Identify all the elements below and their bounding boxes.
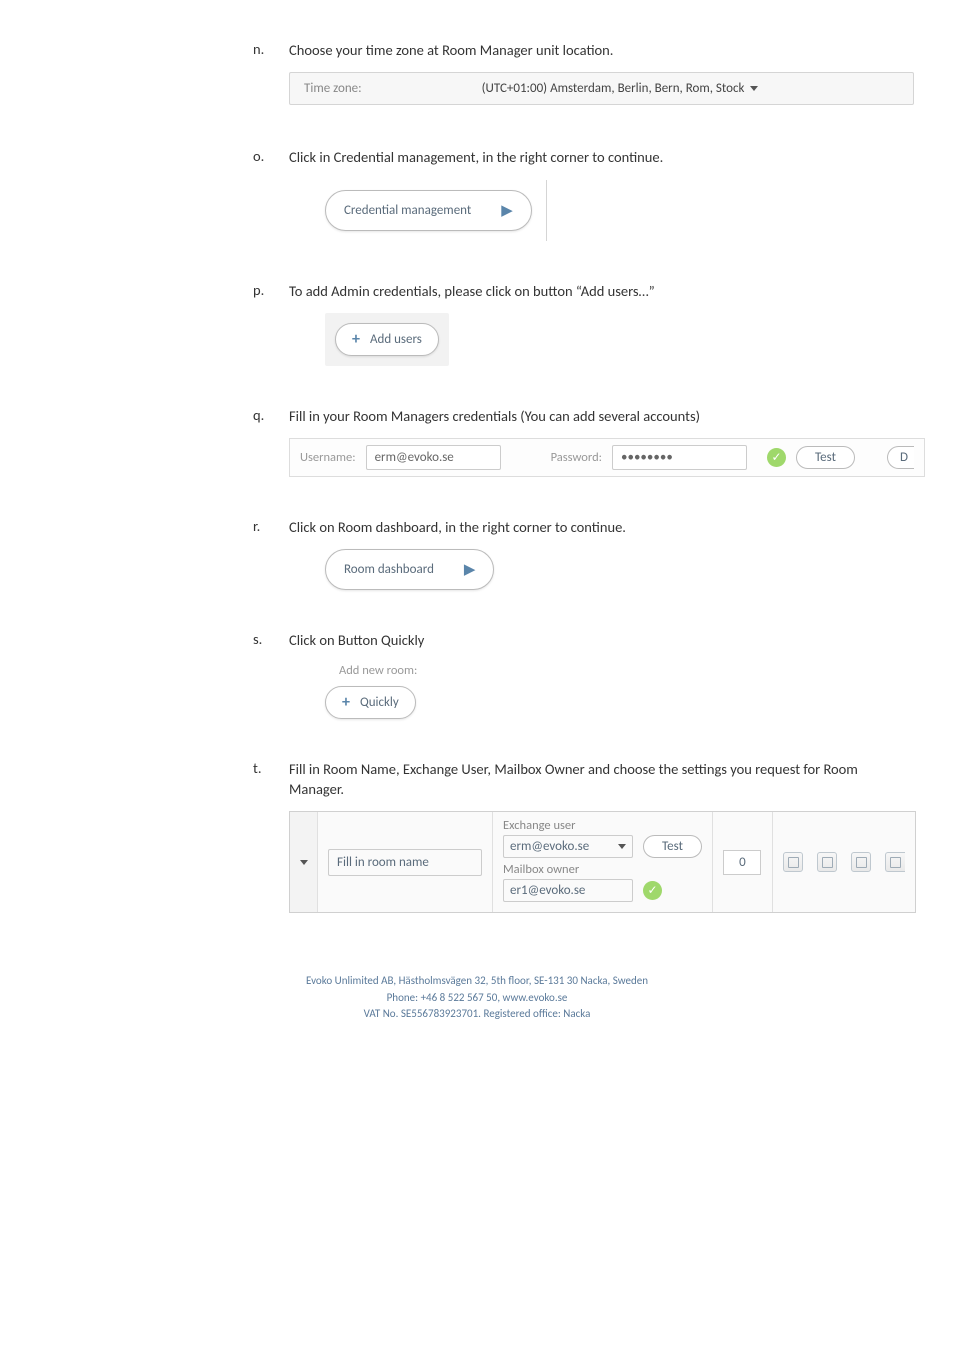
page-footer: Evoko Unlimited AB, Hästholmsvägen 32, 5… [0,973,954,1023]
plus-icon: + [342,693,350,712]
caret-down-icon [750,86,758,91]
step-letter: o. [253,147,271,260]
d-button[interactable]: D [887,446,914,469]
step-o: o. Click in Credential management, in th… [253,147,914,260]
step-text: Click on Button Quickly [289,630,914,650]
room-name-input[interactable]: Fill in room name [328,849,482,876]
step-letter: q. [253,406,271,497]
step-q: q. Fill in your Room Managers credential… [253,406,914,497]
username-input[interactable]: erm@evoko.se [366,445,501,470]
exchange-user-value: erm@evoko.se [510,839,589,854]
footer-line-2: Phone: +46 8 522 567 50, www.evoko.se [0,990,954,1007]
step-text: To add Admin credentials, please click o… [289,281,914,301]
caret-down-icon [300,860,308,865]
step-letter: t. [253,759,271,914]
credential-management-button[interactable]: Credential management ▶ [325,190,532,231]
document-body: n. Choose your time zone at Room Manager… [0,40,954,913]
capacity-input[interactable]: 0 [723,850,761,875]
arrow-right-icon: ▶ [464,560,476,579]
setting-icon[interactable] [817,852,837,872]
room-settings-icons [773,812,915,912]
mailbox-owner-label: Mailbox owner [503,862,702,877]
step-s: s. Click on Button Quickly Add new room:… [253,630,914,738]
step-letter: r. [253,517,271,610]
step-letter: s. [253,630,271,738]
setting-icon[interactable] [851,852,871,872]
timezone-dropdown[interactable]: (UTC+01:00) Amsterdam, Berlin, Bern, Rom… [482,81,759,96]
step-text: Click on Room dashboard, in the right co… [289,517,914,537]
test-button[interactable]: Test [643,835,702,858]
test-button[interactable]: Test [796,446,855,469]
timezone-label: Time zone: [304,81,362,96]
arrow-right-icon: ▶ [501,201,513,220]
step-letter: p. [253,281,271,386]
room-dashboard-button[interactable]: Room dashboard ▶ [325,549,494,590]
footer-line-3: VAT No. SE556783923701. Registered offic… [0,1006,954,1023]
password-label: Password: [551,450,602,465]
credentials-row: Username: erm@evoko.se Password: •••••••… [289,438,925,477]
step-text: Click in Credential management, in the r… [289,147,914,167]
setting-icon[interactable] [885,852,905,872]
timezone-value-text: (UTC+01:00) Amsterdam, Berlin, Bern, Rom… [482,81,745,96]
step-text: Fill in Room Name, Exchange User, Mailbo… [289,759,916,800]
button-label: Quickly [360,695,399,710]
button-label: Credential management [344,203,471,218]
button-label: Room dashboard [344,562,434,577]
plus-icon: + [352,330,360,349]
add-new-room-label: Add new room: [339,663,417,678]
step-text: Choose your time zone at Room Manager un… [289,40,914,60]
exchange-user-label: Exchange user [503,818,702,833]
quickly-button[interactable]: + Quickly [325,686,416,719]
step-text: Fill in your Room Managers credentials (… [289,406,925,426]
room-row: Fill in room name Exchange user erm@evok… [289,811,916,913]
step-letter: n. [253,40,271,127]
password-input[interactable]: •••••••• [612,445,747,470]
button-label: Add users [370,332,422,347]
setting-icon[interactable] [783,852,803,872]
add-users-button[interactable]: + Add users [335,323,439,356]
room-expand-toggle[interactable] [290,812,318,912]
footer-line-1: Evoko Unlimited AB, Hästholmsvägen 32, 5… [0,973,954,990]
username-label: Username: [300,450,356,465]
step-r: r. Click on Room dashboard, in the right… [253,517,914,610]
step-n: n. Choose your time zone at Room Manager… [253,40,914,127]
exchange-user-dropdown[interactable]: erm@evoko.se [503,835,633,858]
status-check-icon: ✓ [767,448,786,467]
timezone-row: Time zone: (UTC+01:00) Amsterdam, Berlin… [289,72,914,105]
mailbox-owner-input[interactable]: er1@evoko.se [503,879,633,902]
status-check-icon: ✓ [643,881,662,900]
mailbox-owner-value: er1@evoko.se [510,883,585,898]
step-p: p. To add Admin credentials, please clic… [253,281,914,386]
step-t: t. Fill in Room Name, Exchange User, Mai… [253,759,914,914]
caret-down-icon [618,844,626,849]
